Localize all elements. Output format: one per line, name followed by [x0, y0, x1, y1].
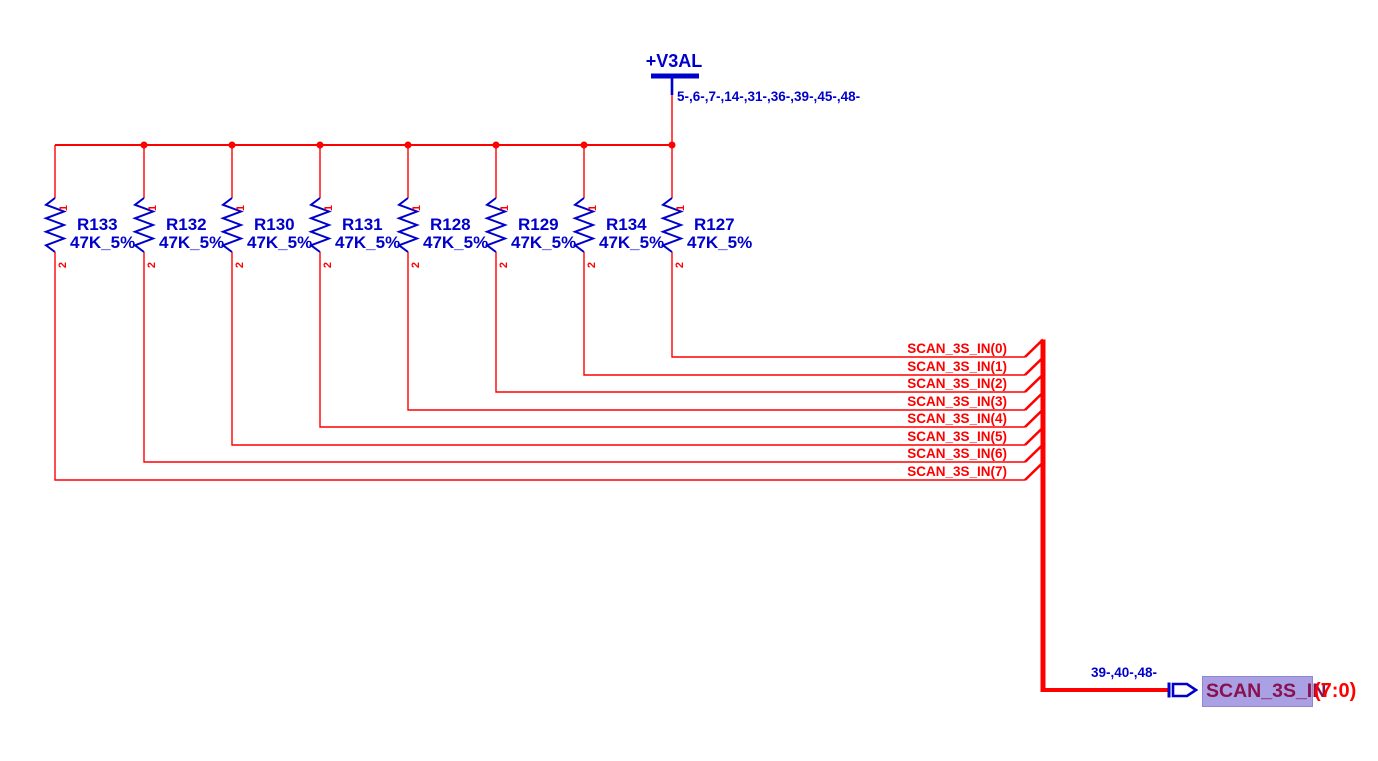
- pin-number-2: 2: [498, 261, 510, 269]
- pin-number-2: 2: [674, 261, 686, 269]
- net-wire-scan2: [495, 252, 1025, 393]
- bus-connected-pins-label: 39-,40-,48-: [1090, 665, 1157, 680]
- resistor-symbol-r127: [660, 197, 684, 253]
- pin-number-1: 1: [235, 204, 247, 212]
- resistor-value-label[interactable]: 47K_5%: [335, 233, 401, 252]
- resistor-symbol-r128: [396, 197, 420, 253]
- resistor-value-label[interactable]: 47K_5%: [247, 233, 313, 252]
- pin-number-1: 1: [58, 204, 70, 212]
- bus-line[interactable]: [1040, 339, 1169, 692]
- net-wire-scan5: [231, 252, 1025, 446]
- resistor-value-label[interactable]: 47K_5%: [511, 233, 577, 252]
- pin-number-1: 1: [499, 204, 511, 212]
- net-label-scan-3s-in-1[interactable]: SCAN_3S_IN(1): [907, 359, 1007, 374]
- pin-number-1: 1: [323, 204, 335, 212]
- resistor-ref-label[interactable]: R129: [518, 215, 559, 234]
- resistor-symbols[interactable]: [43, 197, 684, 253]
- resistor-value-label[interactable]: 47K_5%: [159, 233, 225, 252]
- pin-number-1: 1: [147, 204, 159, 212]
- net-label-scan-3s-in-2[interactable]: SCAN_3S_IN(2): [907, 376, 1007, 391]
- power-net-label[interactable]: +V3AL: [645, 51, 703, 71]
- net-label-scan-3s-in-6[interactable]: SCAN_3S_IN(6): [907, 446, 1007, 461]
- pin-number-2: 2: [586, 261, 598, 269]
- net-wire-scan6: [143, 252, 1025, 463]
- bus-rippers: [1024, 338, 1044, 481]
- resistor-symbol-r129: [484, 197, 508, 253]
- resistor-ref-label[interactable]: R133: [77, 215, 118, 234]
- net-wire-scan0: [671, 252, 1025, 358]
- resistor-ref-label[interactable]: R132: [166, 215, 207, 234]
- net-label-scan-3s-in-4[interactable]: SCAN_3S_IN(4): [907, 411, 1007, 426]
- bus-name-highlight-box[interactable]: SCAN_3S_IN: [1202, 676, 1326, 707]
- net-label-scan-3s-in-5[interactable]: SCAN_3S_IN(5): [907, 429, 1007, 444]
- net-wire-scan4: [319, 252, 1025, 428]
- resistor-value-label[interactable]: 47K_5%: [599, 233, 665, 252]
- resistor-symbol-r131: [308, 197, 332, 253]
- resistor-value-label[interactable]: 47K_5%: [423, 233, 489, 252]
- pin-number-2: 2: [322, 261, 334, 269]
- resistor-value-label[interactable]: 47K_5%: [70, 233, 136, 252]
- resistor-top-wires[interactable]: [54, 145, 673, 198]
- net-label-scan-3s-in-3[interactable]: SCAN_3S_IN(3): [907, 394, 1007, 409]
- pin-number-2: 2: [234, 261, 246, 269]
- pin-number-1: 1: [675, 204, 687, 212]
- resistor-value-label[interactable]: 47K_5%: [687, 233, 753, 252]
- resistor-ref-label[interactable]: R128: [430, 215, 471, 234]
- pin-number-1: 1: [411, 204, 423, 212]
- resistor-ref-label[interactable]: R134: [606, 215, 647, 234]
- resistor-ref-label[interactable]: R130: [254, 215, 295, 234]
- net-label-scan-3s-in-0[interactable]: SCAN_3S_IN(0): [907, 341, 1007, 356]
- net-wires[interactable]: [54, 252, 1025, 481]
- bus-name-label[interactable]: SCAN_3S_IN: [1206, 680, 1327, 702]
- power-connected-pins-label: 5-,6-,7-,14-,31-,36-,39-,45-,48-: [677, 89, 861, 104]
- pin-number-1: 1: [587, 204, 599, 212]
- power-symbol[interactable]: [651, 73, 699, 145]
- resistor-symbol-r134: [572, 197, 596, 253]
- net-wire-scan1: [583, 252, 1025, 376]
- bus-range-label[interactable]: (7:0): [1314, 680, 1357, 702]
- pin-number-2: 2: [410, 261, 422, 269]
- pin-number-2: 2: [57, 261, 69, 269]
- resistor-symbol-r132: [132, 197, 156, 253]
- net-wire-scan7: [54, 252, 1025, 481]
- resistor-symbol-r133: [43, 197, 67, 253]
- pin-number-2: 2: [146, 261, 158, 269]
- resistor-ref-label[interactable]: R127: [694, 215, 735, 234]
- net-wire-scan3: [407, 252, 1025, 411]
- offpage-connector-icon[interactable]: [1167, 682, 1199, 698]
- resistor-ref-label[interactable]: R131: [342, 215, 383, 234]
- net-label-scan-3s-in-7[interactable]: SCAN_3S_IN(7): [907, 464, 1007, 479]
- resistor-symbol-r130: [220, 197, 244, 253]
